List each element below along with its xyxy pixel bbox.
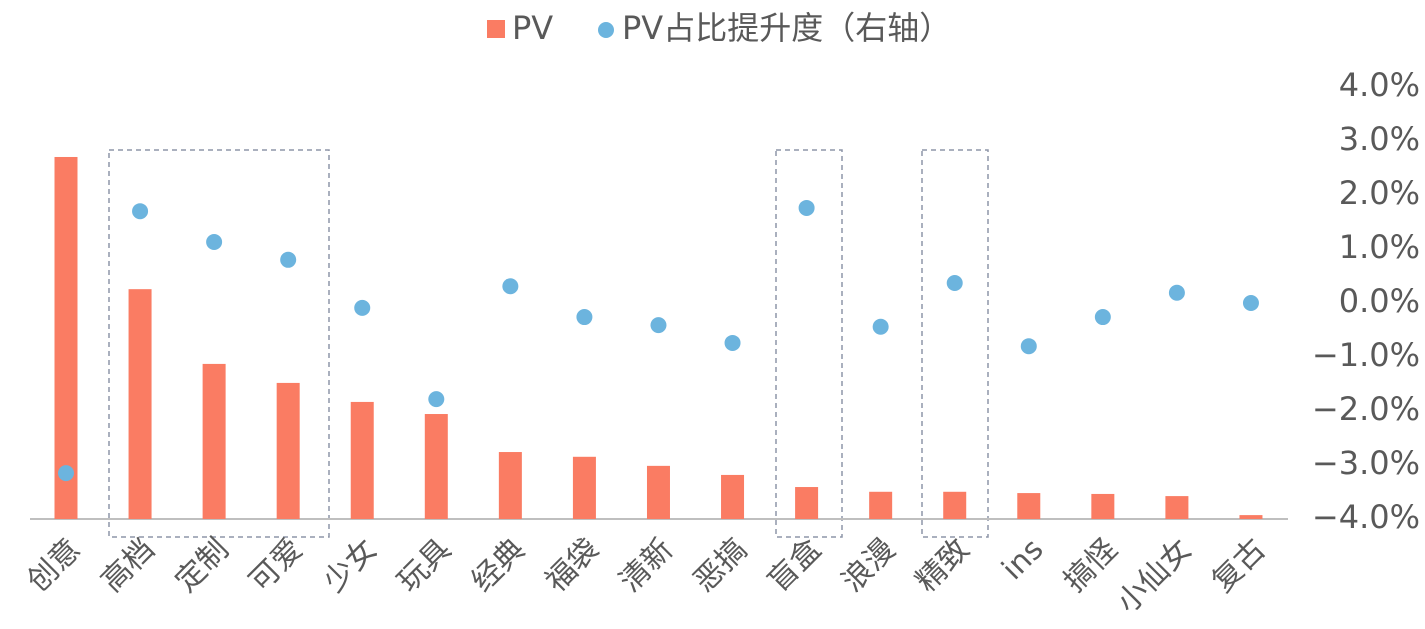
bar: [572, 456, 596, 519]
y2-tick-label: −2.0%: [1312, 390, 1420, 428]
x-tick-label: 恶搞: [687, 532, 754, 599]
bar: [1017, 493, 1041, 519]
x-tick-label: 复古: [1205, 532, 1272, 599]
y2-tick-label: 1.0%: [1339, 228, 1420, 266]
bar: [498, 452, 522, 519]
dot: [58, 465, 74, 482]
dot: [872, 318, 889, 335]
bar: [424, 414, 448, 519]
y2-tick-label: 3.0%: [1339, 120, 1420, 158]
x-tick-label: 小仙女: [1110, 532, 1198, 620]
bar: [646, 465, 670, 519]
x-tick-label: 玩具: [391, 532, 458, 599]
dot: [280, 251, 297, 268]
x-tick-label: ins: [995, 532, 1050, 587]
bar: [795, 487, 819, 519]
x-tick-label: 福袋: [539, 532, 606, 599]
highlight-box: [775, 149, 843, 538]
highlight-boxes: [108, 149, 989, 538]
dot: [576, 309, 593, 326]
y2-tick-label: −4.0%: [1312, 498, 1420, 536]
dot: [1094, 309, 1111, 326]
dot: [354, 299, 371, 316]
bar: [128, 289, 152, 519]
bar: [202, 363, 226, 519]
dot: [502, 278, 519, 295]
dot: [798, 199, 815, 216]
bar: [869, 491, 893, 519]
x-tick-label: 盲盒: [761, 532, 828, 599]
x-tick-label: 精致: [909, 532, 976, 599]
x-tick-label: 定制: [169, 532, 236, 599]
legend-swatch: [598, 22, 614, 38]
bar: [1239, 515, 1263, 519]
y2-tick-label: 4.0%: [1339, 66, 1420, 104]
x-tick-label: 搞怪: [1057, 532, 1124, 599]
x-tick-label: 创意: [20, 532, 87, 599]
dot: [946, 275, 963, 292]
dot: [1020, 338, 1037, 355]
bar: [54, 156, 78, 519]
x-tick-label: 少女: [317, 532, 384, 599]
y2-tick-label: 2.0%: [1339, 174, 1420, 212]
x-tick-label: 可爱: [243, 532, 310, 599]
bar: [1165, 496, 1189, 519]
dot: [132, 203, 149, 220]
y2-tick-label: −3.0%: [1312, 444, 1420, 482]
dot: [1242, 295, 1259, 311]
dot: [1168, 284, 1185, 301]
highlight-box: [921, 149, 989, 538]
x-tick-label: 浪漫: [835, 532, 902, 599]
dot: [650, 317, 667, 334]
x-tick-label: 高档: [95, 532, 162, 599]
bar: [721, 474, 745, 519]
highlight-box: [108, 149, 330, 538]
legend-swatch: [487, 20, 505, 38]
bar: [1091, 493, 1115, 519]
legend-label: PV占比提升度（右轴）: [622, 9, 951, 47]
x-tick-label: 经典: [465, 532, 532, 599]
dot: [206, 233, 223, 250]
y2-tick-label: 0.0%: [1339, 282, 1420, 320]
y2-tick-label: −1.0%: [1312, 336, 1420, 374]
legend-label: PV: [512, 9, 553, 47]
bar: [276, 382, 300, 519]
dot: [428, 391, 445, 408]
dot: [724, 334, 741, 351]
bar: [943, 491, 967, 519]
x-tick-label: 清新: [613, 532, 680, 599]
bar: [350, 401, 374, 519]
